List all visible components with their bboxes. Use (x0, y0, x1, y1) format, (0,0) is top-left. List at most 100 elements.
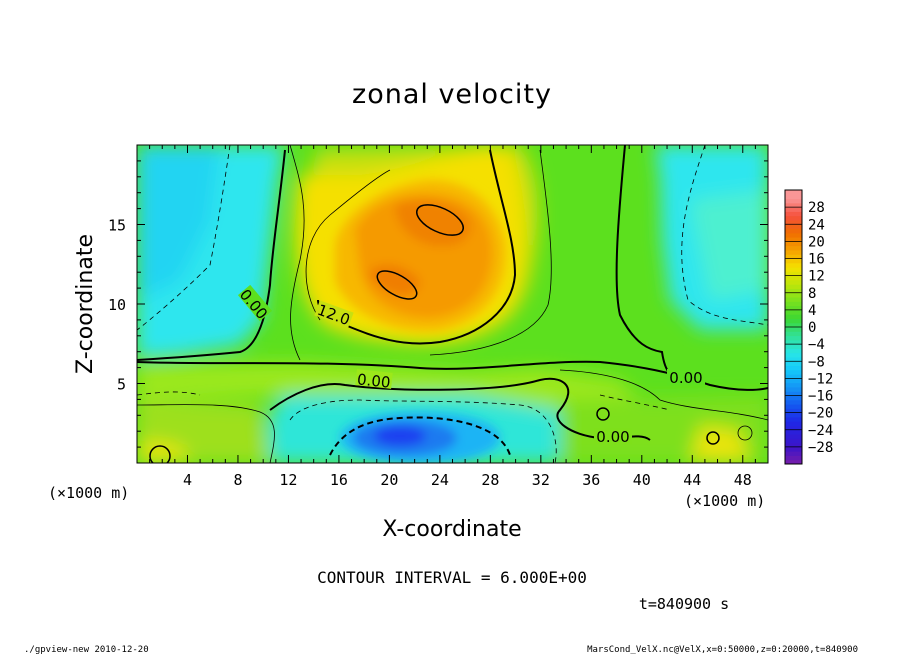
colorbar-band (785, 284, 802, 289)
x-tick-label: 12 (279, 471, 297, 489)
colorbar-band (785, 434, 802, 439)
contour-interval-text: CONTOUR INTERVAL = 6.000E+00 (317, 568, 587, 587)
colorbar-band (785, 386, 802, 392)
colorbar-band (785, 446, 802, 452)
colorbar-band (785, 279, 802, 285)
colorbar-band (785, 399, 802, 405)
colorbar-label: −4 (808, 337, 825, 353)
x-tick-label: 4 (183, 471, 192, 489)
x-tick-label: 16 (330, 471, 348, 489)
colorbar-band (785, 455, 802, 461)
x-axis-title: X-coordinate (382, 517, 521, 542)
colorbar-band (785, 331, 802, 337)
contour-label: 0.00 (596, 428, 629, 446)
shaded-field (137, 145, 768, 463)
colorbar-band (785, 421, 802, 426)
colorbar-band (785, 288, 802, 294)
colorbar-band (785, 215, 802, 221)
colorbar-band (785, 352, 802, 358)
x-tick-label: 28 (481, 471, 499, 489)
colorbar-band (785, 348, 802, 354)
colorbar-band (785, 228, 802, 234)
colorbar-band (785, 314, 802, 319)
colorbar-label: −20 (808, 406, 833, 422)
colorbar-band (785, 297, 802, 302)
colorbar-band (785, 219, 802, 225)
time-text: t=840900 s (639, 595, 729, 613)
colorbar-band (785, 429, 802, 435)
colorbar-band (785, 267, 802, 272)
colorbar-band (785, 365, 802, 371)
y-axis-title: Z-coordinate (73, 234, 98, 374)
colorbar-label: 20 (808, 234, 825, 250)
contour-label: 0.00 (356, 370, 391, 391)
colorbar-label: 28 (808, 200, 825, 216)
contour-label: 0.00 (669, 369, 702, 387)
x-tick-label: 36 (582, 471, 600, 489)
colorbar-label: 16 (808, 252, 825, 268)
colorbar-band (785, 344, 802, 349)
colorbar-band (785, 378, 802, 384)
colorbar-band (785, 241, 802, 247)
colorbar-label: −28 (808, 440, 833, 456)
colorbar-band (785, 322, 802, 328)
colorbar-band (785, 292, 802, 298)
colorbar-band (785, 249, 802, 255)
colorbar-band (785, 232, 802, 238)
colorbar-label: 4 (808, 303, 816, 319)
colorbar-band (785, 271, 802, 277)
colorbar-band (785, 190, 802, 195)
y-axis: 5 10 15 (108, 160, 768, 448)
colorbar-band (785, 237, 802, 242)
chart-title: zonal velocity (352, 79, 552, 110)
plot-area: 0.00 12.0 0.00 0.00 0.00 (137, 145, 768, 463)
colorbar-band (785, 374, 802, 379)
x-tick-label: 48 (734, 471, 752, 489)
x-tick-label: 32 (532, 471, 550, 489)
colorbar-band (785, 202, 802, 208)
colorbar-band (785, 335, 802, 341)
colorbar-label: −12 (808, 371, 833, 387)
colorbar-band (785, 339, 802, 345)
colorbar-band (785, 254, 802, 259)
colorbar-band (785, 318, 802, 324)
colorbar-band (785, 442, 802, 448)
colorbar-band (785, 408, 802, 414)
colorbar-label: 12 (808, 269, 825, 285)
colorbar-band (785, 356, 802, 362)
colorbar-band (785, 275, 802, 281)
colorbar-label: −24 (808, 423, 833, 439)
colorbar-band (785, 258, 802, 264)
colorbar-band (785, 207, 802, 212)
colorbar-label: 8 (808, 286, 816, 302)
colorbar-band (785, 224, 802, 230)
x-tick-label: 24 (431, 471, 449, 489)
colorbar-band (785, 459, 802, 465)
colorbar-band (785, 412, 802, 418)
y-tick-label: 10 (108, 296, 126, 314)
colorbar-band (785, 425, 802, 431)
colorbar-band (785, 391, 802, 396)
x-unit-label: (×1000 m) (48, 484, 129, 502)
colorbar-band (785, 262, 802, 268)
colorbar-band (785, 416, 802, 422)
x-unit-label-right: (×1000 m) (684, 492, 765, 510)
x-axis: 4 8 12 16 20 24 28 32 36 40 44 48 (149, 145, 756, 489)
x-tick-label: 40 (633, 471, 651, 489)
colorbar-band (785, 305, 802, 311)
colorbar-band (785, 327, 802, 332)
colorbar-band (785, 404, 802, 409)
colorbar-label: −8 (808, 354, 825, 370)
colorbar-band (785, 451, 802, 456)
footer-right: MarsCond_VelX.nc@VelX,x=0:50000,z=0:2000… (587, 645, 858, 654)
colorbar-label: 0 (808, 320, 816, 336)
footer-left: ./gpview-new 2010-12-20 (24, 645, 149, 654)
colorbar-band (785, 361, 802, 367)
y-tick-label: 5 (117, 376, 126, 394)
colorbar-band (785, 438, 802, 444)
colorbar-band (785, 369, 802, 375)
colorbar-band (785, 198, 802, 204)
y-tick-label: 15 (108, 217, 126, 235)
